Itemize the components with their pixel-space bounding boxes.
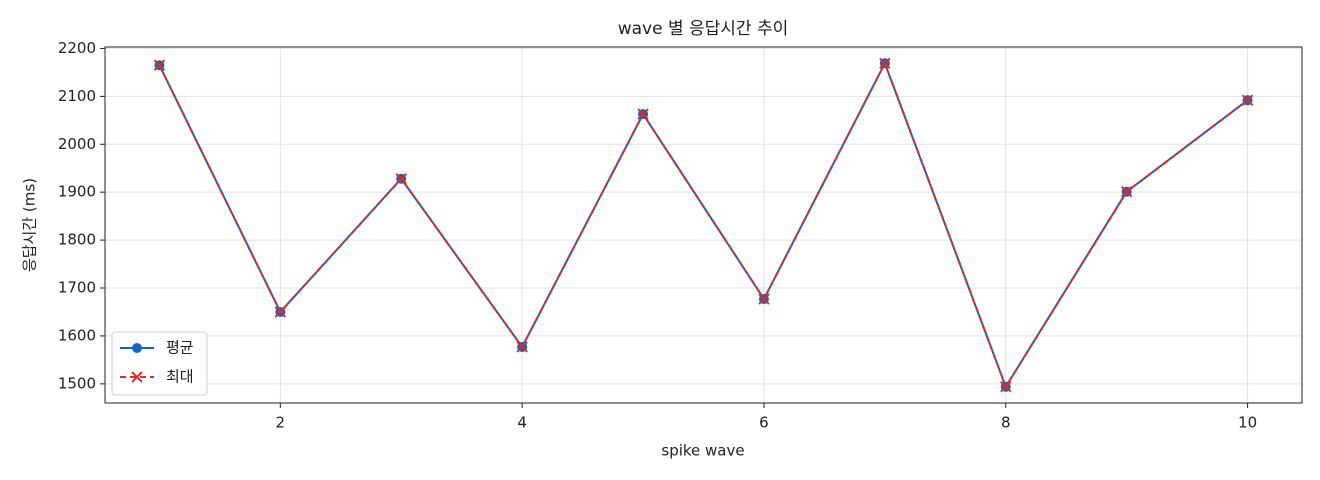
marker [516,341,528,353]
marker-stroke [879,57,891,69]
marker-stroke [1120,185,1133,198]
marker [637,108,649,120]
chart-title: wave 별 응답시간 추이 [618,19,789,39]
x-axis-label: spike wave [661,442,744,460]
x-tick-label: 4 [517,414,527,432]
y-tick-label: 1800 [58,231,96,249]
marker-stroke [637,108,649,120]
y-tick-label: 1900 [58,183,96,201]
marker-stroke [131,371,143,383]
marker-stroke [153,59,166,71]
marker [274,306,287,318]
plot-frame [104,46,1303,404]
x-tick-label: 8 [1001,414,1011,432]
marker [131,371,143,383]
x-tick-label: 2 [276,414,286,432]
legend-label: 평균 [166,339,194,357]
y-tick-label: 2100 [58,87,96,105]
marker [1120,185,1133,198]
marker-stroke [516,341,528,353]
marker-stroke [274,306,287,318]
y-tick-label: 1700 [58,279,96,297]
marker-stroke [758,293,770,305]
series-line [158,60,1249,389]
y-tick-label: 2000 [58,135,96,153]
marker [879,57,891,69]
legend-label: 최대 [166,368,194,386]
marker-stroke [1000,381,1012,393]
x-tick-label: 10 [1238,414,1257,432]
marker [758,293,770,305]
y-tick-label: 1600 [58,326,96,344]
marker-stroke [1241,94,1254,106]
x-tick-label: 6 [759,414,769,432]
marker-stroke [395,173,407,185]
marker [1241,94,1254,106]
marker [132,343,142,353]
y-tick-label: 1500 [58,374,96,392]
y-axis-label: 응답시간 (ms) [21,178,39,272]
marker [1000,381,1012,393]
marker [395,173,407,185]
marker [153,59,166,71]
y-tick-label: 2200 [58,39,96,57]
